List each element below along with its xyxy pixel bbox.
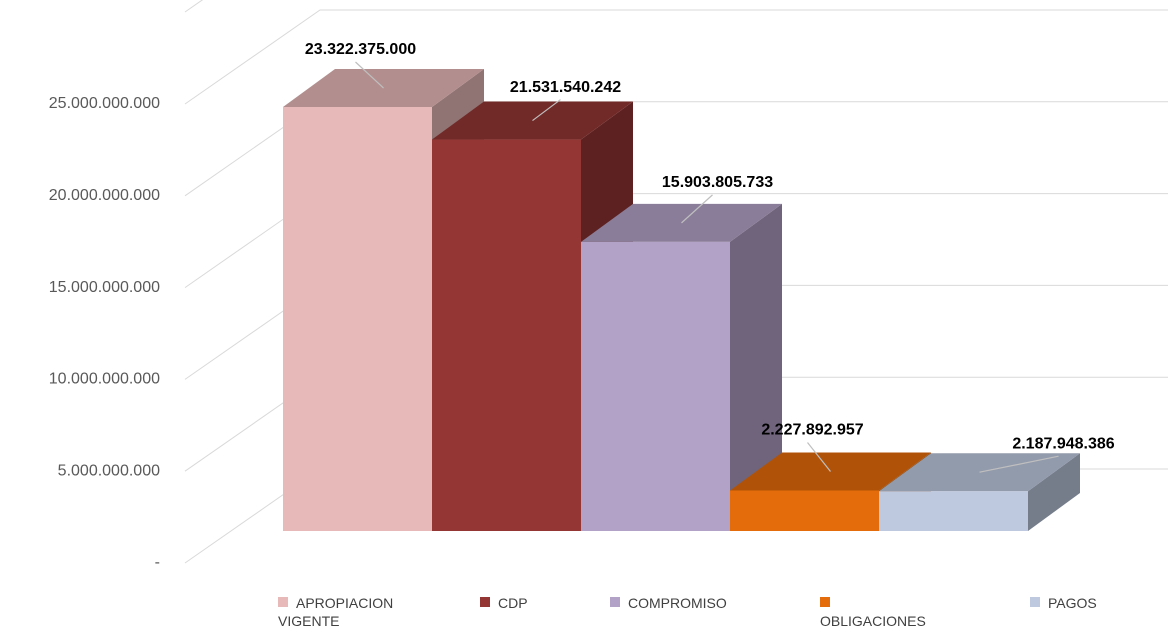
legend-item: COMPROMISO [610, 594, 770, 612]
y-tick-label: - [155, 554, 160, 571]
legend-swatch [278, 597, 288, 607]
bar-side [1028, 453, 1080, 531]
leader-line [532, 99, 561, 122]
leader-line [355, 61, 384, 89]
data-label: 2.227.892.957 [761, 422, 863, 439]
legend-swatch [1030, 597, 1040, 607]
legend-item: PAGOS [1030, 594, 1150, 612]
legend-label: COMPROMISO [628, 595, 727, 611]
leader-line [807, 442, 831, 472]
data-label: 2.187.948.386 [1012, 435, 1114, 452]
y-tick-label: 10.000.000.000 [49, 371, 160, 388]
legend-swatch [480, 597, 490, 607]
bar-side [730, 203, 782, 532]
leader-line [681, 194, 713, 224]
leader-line [979, 455, 1059, 473]
legend-swatch [820, 597, 830, 607]
legend-item: CDP [480, 594, 600, 612]
y-tick-label: 5.000.000.000 [58, 462, 160, 479]
bar [581, 241, 730, 532]
bar [879, 491, 1028, 531]
bar [283, 107, 432, 531]
y-tick-label: 15.000.000.000 [49, 279, 160, 296]
legend-label: OBLIGACIONES [820, 613, 926, 629]
legend-item: APROPIACION VIGENTE [278, 594, 428, 630]
y-tick-label: 25.000.000.000 [49, 95, 160, 112]
legend-label: CDP [498, 595, 528, 611]
bar [432, 139, 581, 531]
legend-item: OBLIGACIONES [820, 594, 935, 630]
data-label: 21.531.540.242 [510, 79, 621, 96]
legend-swatch [610, 597, 620, 607]
legend-label: PAGOS [1048, 595, 1097, 611]
data-label: 15.903.805.733 [662, 174, 773, 191]
bar [730, 490, 879, 531]
data-label: 23.322.375.000 [305, 41, 416, 58]
grid-line [184, 9, 1168, 105]
y-tick-label: 20.000.000.000 [49, 187, 160, 204]
legend-label: APROPIACION VIGENTE [278, 595, 394, 629]
